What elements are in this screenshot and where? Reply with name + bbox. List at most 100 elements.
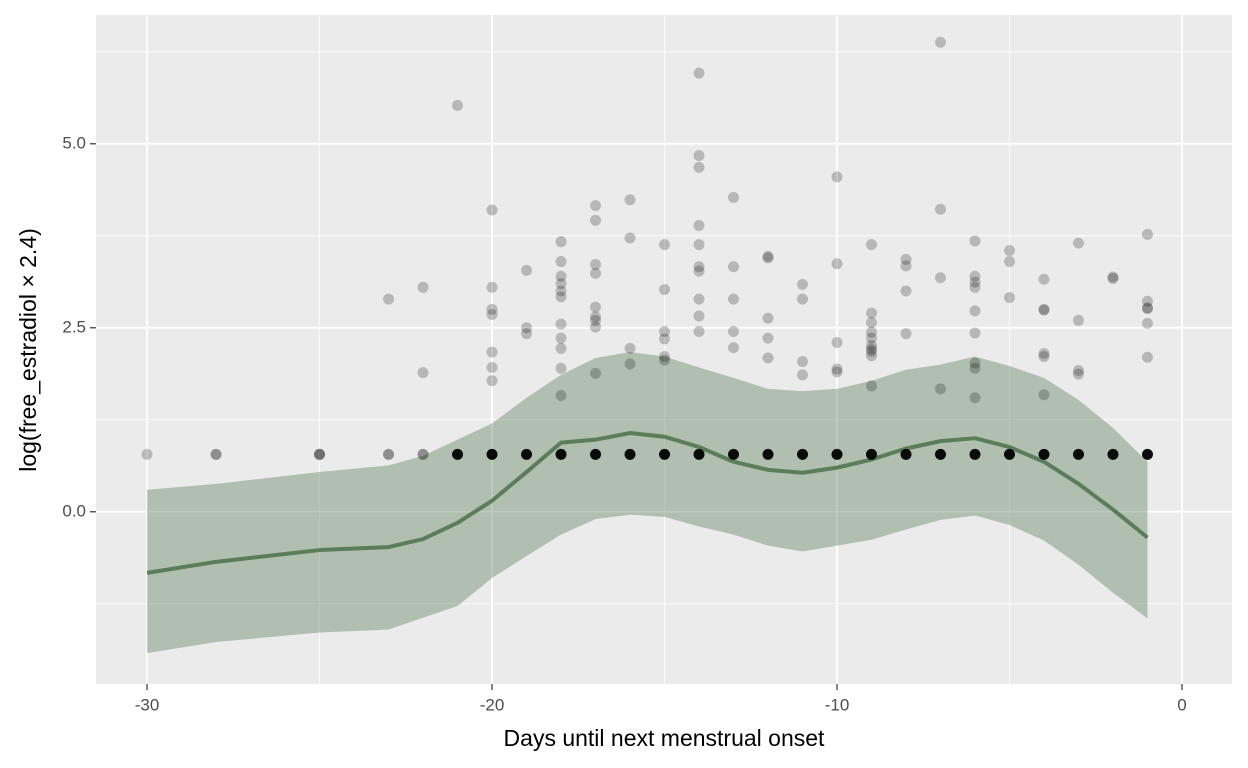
point — [693, 265, 705, 277]
point — [831, 258, 843, 270]
point — [693, 325, 705, 337]
point — [1141, 302, 1153, 314]
point — [210, 448, 222, 460]
point — [831, 448, 843, 460]
point — [866, 317, 878, 329]
point — [831, 363, 843, 375]
point — [555, 342, 567, 354]
point — [969, 305, 981, 317]
point — [693, 293, 705, 305]
point — [969, 276, 981, 288]
x-tick-label: -10 — [825, 695, 850, 714]
point — [1038, 389, 1050, 401]
point — [866, 307, 878, 319]
y-axis-title: log(free_estradiol × 2.4) — [15, 228, 41, 472]
point — [521, 322, 533, 334]
point — [866, 326, 878, 338]
point — [1072, 314, 1084, 326]
point — [866, 332, 878, 344]
x-tick-label: -30 — [135, 695, 160, 714]
point — [383, 448, 395, 460]
point — [452, 448, 464, 460]
point — [728, 261, 740, 273]
point — [486, 309, 498, 321]
x-axis-title: Days until next menstrual onset — [504, 725, 825, 751]
point — [866, 350, 878, 362]
point — [728, 325, 740, 337]
point — [486, 346, 498, 358]
point — [797, 356, 809, 368]
point — [866, 339, 878, 351]
point — [555, 448, 567, 460]
point — [521, 264, 533, 276]
point — [969, 448, 981, 460]
point — [314, 448, 326, 460]
panel — [96, 15, 1232, 684]
point — [934, 203, 946, 215]
point — [383, 293, 395, 305]
point — [486, 448, 498, 460]
point — [693, 161, 705, 173]
point — [934, 383, 946, 395]
point — [521, 448, 533, 460]
point — [521, 328, 533, 340]
grid — [96, 15, 1232, 684]
point — [1038, 348, 1050, 360]
point — [762, 252, 774, 264]
point — [486, 362, 498, 374]
y-tick-label: 5.0 — [62, 133, 86, 152]
point — [866, 343, 878, 355]
point — [866, 345, 878, 357]
x-tick-label: 0 — [1177, 695, 1186, 714]
point — [590, 258, 602, 270]
point — [1107, 271, 1119, 283]
point — [969, 392, 981, 404]
point — [969, 235, 981, 247]
x-tick-label: -20 — [480, 695, 505, 714]
point — [555, 362, 567, 374]
axes: -30 -20 -10 0 0.0 2.5 5.0 — [62, 133, 1186, 714]
point — [659, 325, 671, 337]
point — [1038, 303, 1050, 315]
point — [900, 328, 912, 340]
point — [624, 194, 636, 206]
point — [555, 270, 567, 282]
point — [728, 293, 740, 305]
point — [900, 448, 912, 460]
point — [1003, 245, 1015, 257]
point — [1038, 350, 1050, 362]
point — [314, 448, 326, 460]
point — [762, 448, 774, 460]
point — [1038, 304, 1050, 316]
point — [555, 318, 567, 330]
point — [555, 256, 567, 268]
point — [900, 253, 912, 265]
point — [1141, 317, 1153, 329]
point — [728, 342, 740, 354]
point — [383, 448, 395, 460]
point — [831, 366, 843, 378]
point — [969, 327, 981, 339]
point — [486, 204, 498, 216]
point — [831, 171, 843, 183]
point — [417, 448, 429, 460]
point — [555, 278, 567, 290]
point — [693, 239, 705, 251]
point — [1072, 364, 1084, 376]
point — [1003, 292, 1015, 304]
point — [762, 332, 774, 344]
point — [797, 293, 809, 305]
y-tick-label: 2.5 — [62, 317, 86, 336]
point — [1003, 448, 1015, 460]
point — [210, 448, 222, 460]
point — [969, 357, 981, 369]
point — [1107, 448, 1119, 460]
point — [486, 281, 498, 293]
point — [1107, 272, 1119, 284]
point — [659, 333, 671, 345]
point — [969, 281, 981, 293]
point — [900, 260, 912, 272]
point — [866, 239, 878, 251]
